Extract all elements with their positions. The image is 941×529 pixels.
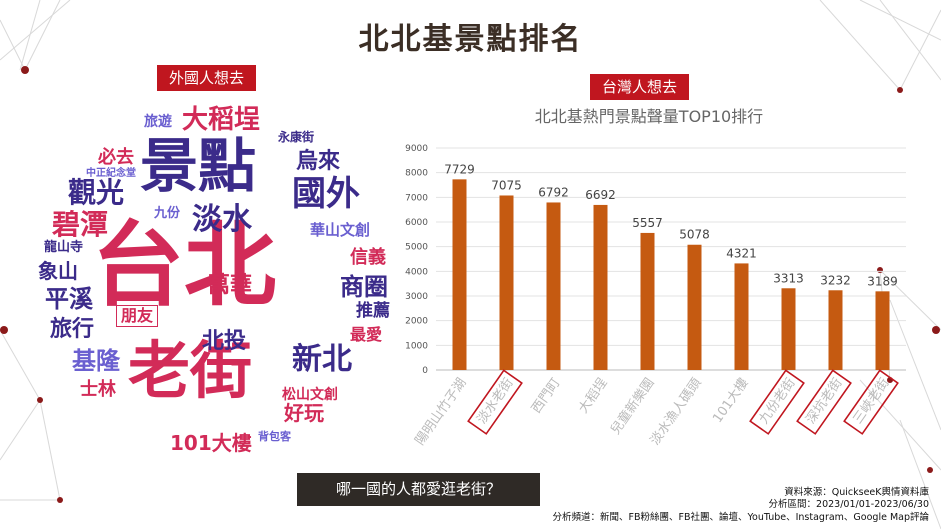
x-tick-group: 淡水漁人碼頭 xyxy=(648,376,705,449)
word-taipei-101: 101大樓 xyxy=(170,431,252,455)
taiwanese-tourists-tag: 台灣人想去 xyxy=(590,74,690,100)
x-tick-group: 深坑老街 xyxy=(796,369,852,435)
word-pingxi: 平溪 xyxy=(45,285,93,313)
chart-title: 北北基熱門景點聲量TOP10排行 xyxy=(535,107,763,126)
word-backpacker: 背包客 xyxy=(258,430,291,443)
word-old-street: 老街 xyxy=(128,334,253,407)
bar-value-label: 4321 xyxy=(726,246,757,260)
x-tick-label: 陽明山竹子湖 xyxy=(413,376,470,449)
bar xyxy=(687,244,702,370)
chart-gridlines xyxy=(436,147,906,371)
x-tick-group: 兒童新樂園 xyxy=(607,375,657,437)
word-cks-memorial: 中正紀念堂 xyxy=(86,168,136,179)
word-cloud: 台北 老街 景點 大稻埕 國外 淡水 觀光 碧潭 新北 商圈 平溪 基隆 萬華 … xyxy=(20,95,400,465)
word-shopping-district: 商圈 xyxy=(340,273,388,301)
word-wanhua: 萬華 xyxy=(208,273,253,298)
word-beitou: 北投 xyxy=(202,329,247,354)
word-taipei: 台北 xyxy=(92,212,277,319)
word-favorite: 最愛 xyxy=(350,325,383,344)
highlight-box xyxy=(796,369,852,435)
word-jiufen: 九份 xyxy=(154,206,181,221)
bar xyxy=(593,204,608,370)
word-xiangshan: 象山 xyxy=(38,259,78,283)
bar-value-label: 3189 xyxy=(867,274,898,288)
word-tamsui: 淡水 xyxy=(192,202,252,237)
word-fun: 好玩 xyxy=(284,401,324,425)
highlight-box xyxy=(843,369,899,435)
y-tick-label: 3000 xyxy=(405,292,428,302)
bar-chart: 北北基熱門景點聲量TOP10排行 0 1000 2000 3000 4000 5000 60… xyxy=(405,107,906,449)
analysis-period: 分析區間：2023/01/01-2023/06/30 xyxy=(768,499,929,510)
word-must-go: 必去 xyxy=(98,147,134,168)
word-wulai: 烏來 xyxy=(296,149,341,174)
word-yongkang-street: 永康街 xyxy=(278,130,315,144)
bar-value-label: 5557 xyxy=(632,216,663,230)
y-tick-label: 9000 xyxy=(405,144,428,154)
bar xyxy=(546,202,561,370)
bar xyxy=(875,291,890,370)
x-tick-label: 兒童新樂園 xyxy=(607,375,657,437)
x-tick-group: 西門町 xyxy=(529,376,564,417)
analysis-channels: 分析頻道：新聞、FB粉絲團、FB社團、論壇、YouTube、Instagram、… xyxy=(552,512,930,523)
bar xyxy=(640,232,655,370)
word-abroad: 國外 xyxy=(292,174,360,214)
x-tick-group: 陽明山竹子湖 xyxy=(413,376,470,449)
x-tick-group: 九份老街 xyxy=(749,369,805,435)
page-title: 北北基景點排名 xyxy=(358,22,583,57)
y-tick-label: 7000 xyxy=(405,193,428,203)
x-tick-label: 淡水漁人碼頭 xyxy=(648,376,705,449)
y-tick-label: 1000 xyxy=(405,341,428,351)
bar xyxy=(452,179,467,370)
x-tick-group: 101大樓 xyxy=(710,376,751,426)
bar-value-label: 7075 xyxy=(491,178,522,192)
word-friends: 朋友 xyxy=(116,305,159,327)
y-tick-label: 5000 xyxy=(405,243,428,253)
bar-value-label: 3232 xyxy=(820,273,851,287)
bar-value-label: 6692 xyxy=(585,188,616,202)
word-longshan-temple: 龍山寺 xyxy=(44,240,84,255)
x-tick-group: 三峽老街 xyxy=(843,369,899,435)
bar xyxy=(499,195,514,370)
word-dadaocheng: 大稻埕 xyxy=(182,105,261,135)
word-new-taipei: 新北 xyxy=(292,342,352,377)
bar-value-label: 6792 xyxy=(538,185,569,199)
y-tick-label: 4000 xyxy=(405,267,428,277)
y-tick-label: 8000 xyxy=(405,169,428,179)
x-tick-label: 西門町 xyxy=(529,376,564,417)
y-tick-label: 2000 xyxy=(405,317,428,327)
bar-value-label: 5078 xyxy=(679,228,710,242)
highlight-box xyxy=(467,369,523,435)
word-shilin: 士林 xyxy=(80,379,116,400)
word-recommend: 推薦 xyxy=(356,301,390,321)
foreign-tourists-tag: 外國人想去 xyxy=(157,65,257,91)
bar xyxy=(734,263,749,370)
data-labels: 7729 7075 6792 6692 5557 5078 4321 3313 3232 3189 xyxy=(444,162,898,288)
word-sightseeing: 觀光 xyxy=(68,176,125,209)
x-tick-label: 101大樓 xyxy=(710,376,751,426)
word-xinyi: 信義 xyxy=(350,247,386,268)
bar xyxy=(828,290,843,370)
x-tick-group: 淡水老街 xyxy=(467,369,523,435)
bar-value-label: 3313 xyxy=(773,271,804,285)
bar xyxy=(781,288,796,370)
y-tick-label: 6000 xyxy=(405,218,428,228)
y-axis: 0 1000 2000 3000 4000 5000 6000 7000 8000 9000 xyxy=(405,144,428,376)
word-huashan: 華山文創 xyxy=(310,221,371,239)
highlight-box xyxy=(749,369,805,435)
word-scenic-spot: 景點 xyxy=(140,132,257,200)
y-tick-label: 0 xyxy=(422,366,428,376)
word-songshan: 松山文創 xyxy=(282,387,338,403)
bar-value-label: 7729 xyxy=(444,162,475,176)
x-tick-label: 大稻埕 xyxy=(575,375,610,416)
word-bitan: 碧潭 xyxy=(52,208,109,241)
bars xyxy=(452,179,890,370)
x-tick-group: 大稻埕 xyxy=(575,375,610,416)
word-travel: 旅行 xyxy=(50,317,95,342)
word-tourism: 旅遊 xyxy=(144,114,172,130)
word-keelung: 基隆 xyxy=(72,347,120,375)
question-banner: 哪一國的人都愛逛老街？ xyxy=(297,473,540,506)
source-database: 資料來源：QuickseeK輿情資料庫 xyxy=(784,487,929,498)
